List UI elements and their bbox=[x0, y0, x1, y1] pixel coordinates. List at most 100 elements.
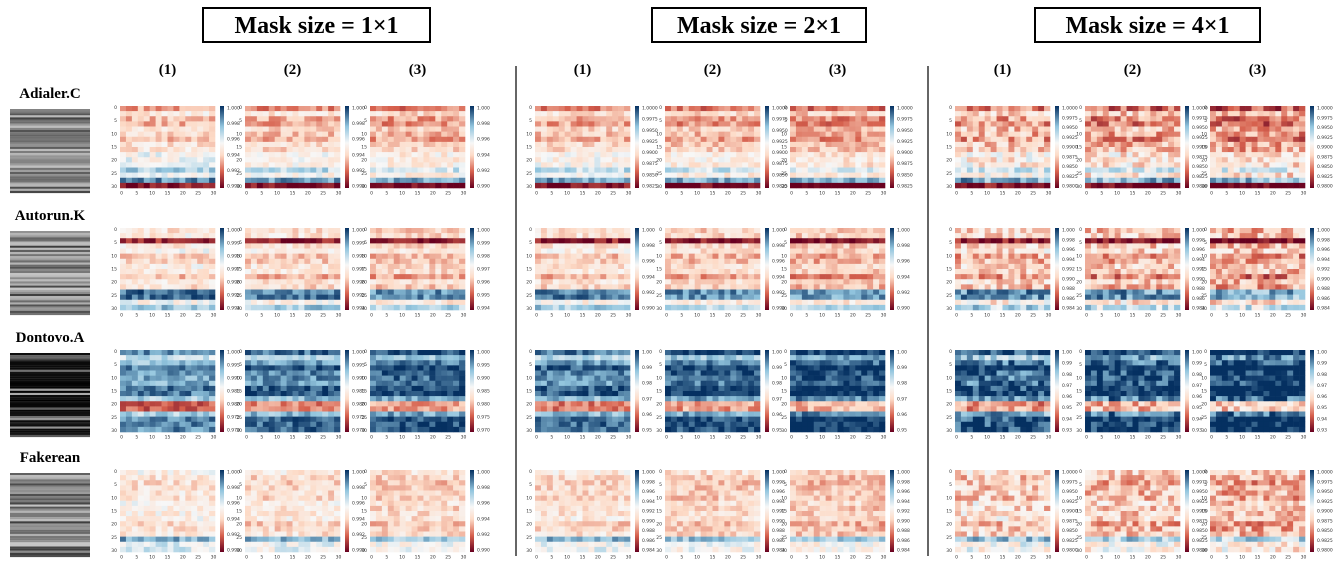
colorbar-tick-label: 0.999 bbox=[227, 241, 240, 247]
heatmap-cell bbox=[814, 284, 820, 289]
heatmap-cell bbox=[754, 254, 760, 259]
heatmap-cell bbox=[1156, 178, 1162, 183]
heatmap-cell bbox=[707, 162, 713, 167]
heatmap-cell bbox=[263, 142, 269, 147]
heatmap-cell bbox=[796, 295, 802, 300]
heatmap-cell bbox=[1008, 127, 1014, 132]
heatmap-cell bbox=[1246, 183, 1252, 188]
heatmap bbox=[955, 106, 1050, 188]
heatmap-cell bbox=[695, 284, 701, 289]
heatmap-cell bbox=[559, 116, 565, 121]
heatmap-cell bbox=[1044, 178, 1050, 183]
heatmap-cell bbox=[168, 274, 174, 279]
heatmap-cell bbox=[724, 238, 730, 243]
heatmap-cell bbox=[961, 274, 967, 279]
heatmap-cell bbox=[991, 249, 997, 254]
heatmap-cell bbox=[873, 173, 879, 178]
heatmap-cell bbox=[873, 147, 879, 152]
heatmap-cell bbox=[406, 243, 412, 248]
heatmap-cell bbox=[559, 249, 565, 254]
heatmap-cell bbox=[701, 111, 707, 116]
heatmap-cell bbox=[334, 305, 340, 310]
heatmap-cell bbox=[541, 106, 547, 111]
heatmap-cell bbox=[1234, 228, 1240, 233]
x-tick-label: 25 bbox=[445, 313, 451, 319]
heatmap-cell bbox=[826, 106, 832, 111]
colorbar-tick-label: 0.984 bbox=[1062, 306, 1075, 312]
heatmap-cell bbox=[624, 121, 630, 126]
heatmap-cell bbox=[559, 152, 565, 157]
image-stripe bbox=[10, 235, 90, 237]
heatmap-cell bbox=[441, 132, 447, 137]
heatmap-cell bbox=[1299, 228, 1305, 233]
heatmap-cell bbox=[707, 300, 713, 305]
heatmap-cell bbox=[132, 254, 138, 259]
heatmap-cell bbox=[263, 183, 269, 188]
heatmap-cell bbox=[565, 269, 571, 274]
y-tick-label: 10 bbox=[526, 131, 532, 137]
heatmap-cell bbox=[861, 116, 867, 121]
heatmap-cell bbox=[832, 121, 838, 126]
heatmap-cell bbox=[997, 111, 1003, 116]
heatmap-cell bbox=[1174, 173, 1180, 178]
heatmap-cell bbox=[162, 168, 168, 173]
heatmap-cell bbox=[707, 147, 713, 152]
heatmap-cell bbox=[736, 238, 742, 243]
heatmap-cell bbox=[961, 116, 967, 121]
heatmap-cell bbox=[435, 111, 441, 116]
heatmap-cell bbox=[671, 295, 677, 300]
heatmap-cell bbox=[1234, 111, 1240, 116]
x-tick-label: 5 bbox=[805, 191, 808, 197]
heatmap-cell bbox=[251, 142, 257, 147]
heatmap-cell bbox=[600, 121, 606, 126]
heatmap-cell bbox=[328, 269, 334, 274]
heatmap-cell bbox=[1263, 264, 1269, 269]
heatmap-cell bbox=[612, 183, 618, 188]
colorbar-tick-label: 1.0000 bbox=[897, 106, 913, 112]
heatmap-cell bbox=[1097, 300, 1103, 305]
heatmap-cell bbox=[388, 116, 394, 121]
heatmap-cell bbox=[665, 168, 671, 173]
heatmap-cell bbox=[1138, 162, 1144, 167]
heatmap-cell bbox=[304, 243, 310, 248]
x-tick-label: 15 bbox=[835, 313, 841, 319]
heatmap-cell bbox=[370, 284, 376, 289]
heatmap-cell bbox=[879, 233, 885, 238]
heatmap-cell bbox=[748, 233, 754, 238]
heatmap-cell bbox=[1263, 269, 1269, 274]
colorbar-tick-label: 0.996 bbox=[642, 259, 655, 265]
heatmap-cell bbox=[1162, 111, 1168, 116]
heatmap-cell bbox=[1014, 254, 1020, 259]
heatmap-cell bbox=[132, 183, 138, 188]
heatmap-cell bbox=[553, 233, 559, 238]
heatmap-cell bbox=[1281, 238, 1287, 243]
heatmap-cell bbox=[683, 243, 689, 248]
heatmap-cell bbox=[861, 111, 867, 116]
y-tick-label: 10 bbox=[361, 131, 367, 137]
heatmap-cell bbox=[197, 274, 203, 279]
heatmap-cell bbox=[191, 178, 197, 183]
heatmap-cell bbox=[855, 300, 861, 305]
heatmap-cell bbox=[245, 106, 251, 111]
heatmap-cell bbox=[606, 137, 612, 142]
heatmap-cell bbox=[263, 279, 269, 284]
x-tick-label: 10 bbox=[274, 313, 280, 319]
heatmap-cell bbox=[695, 142, 701, 147]
heatmap-cell bbox=[1115, 111, 1121, 116]
heatmap-cell bbox=[577, 137, 583, 142]
heatmap-cell bbox=[1008, 249, 1014, 254]
heatmap-cell bbox=[1115, 157, 1121, 162]
heatmap-cell bbox=[334, 178, 340, 183]
heatmap-cell bbox=[1121, 269, 1127, 274]
heatmap-cell bbox=[873, 111, 879, 116]
heatmap-cell bbox=[843, 162, 849, 167]
y-tick-label: 15 bbox=[946, 145, 952, 151]
heatmap-cell bbox=[820, 173, 826, 178]
heatmap-cell bbox=[162, 152, 168, 157]
heatmap-cell bbox=[1085, 259, 1091, 264]
heatmap-cell bbox=[683, 274, 689, 279]
image-stripe bbox=[10, 145, 90, 147]
heatmap-cell bbox=[406, 121, 412, 126]
heatmap-cell bbox=[281, 121, 287, 126]
heatmap-cell bbox=[418, 300, 424, 305]
